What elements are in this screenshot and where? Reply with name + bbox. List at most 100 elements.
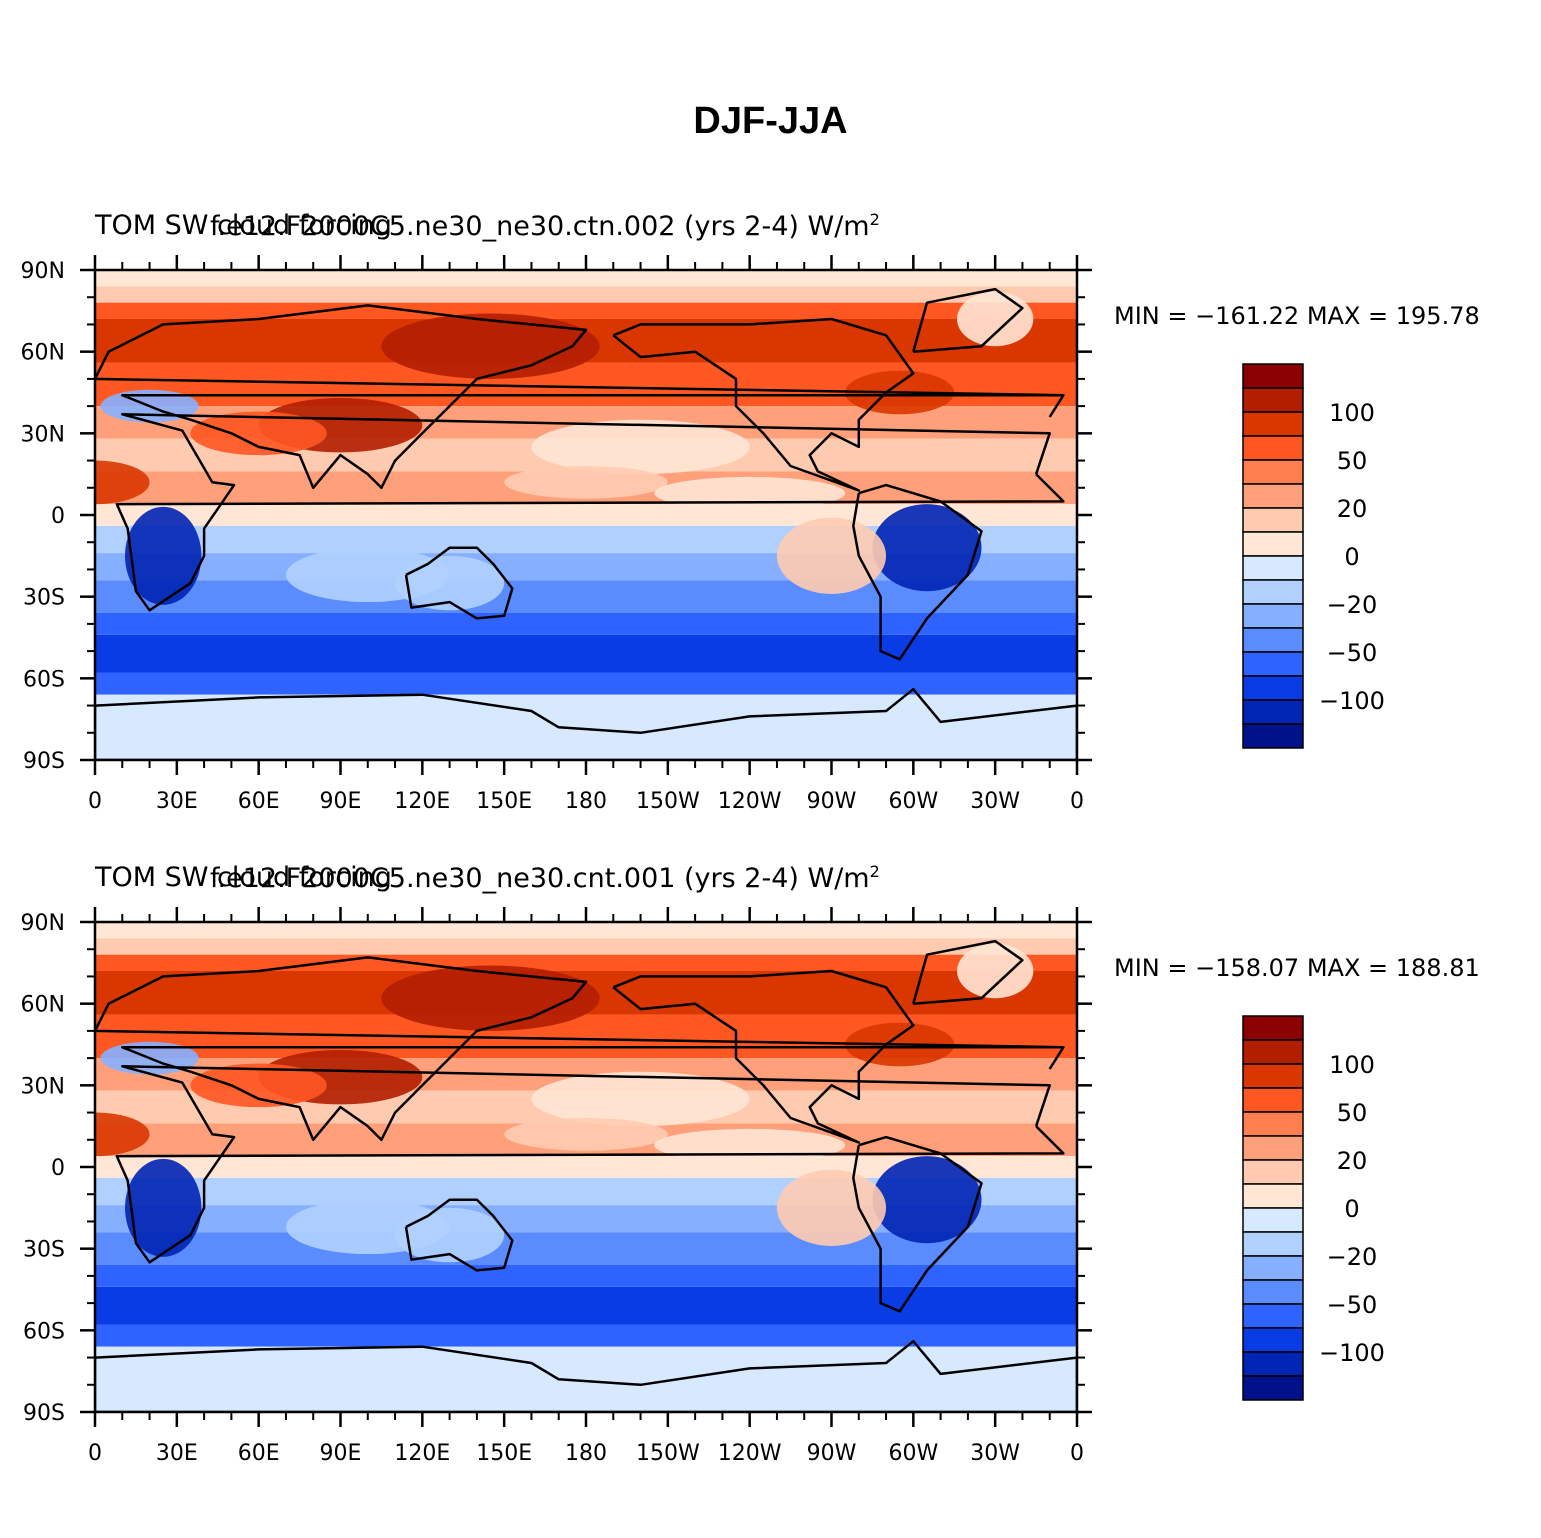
field-feature [381,965,600,1031]
colorbar-swatch [1242,1303,1304,1329]
field-feature [654,476,846,510]
field-band [95,954,1077,971]
coastline [95,1339,1077,1412]
panel-1-left-title: TOM SW cloud forcing [95,210,392,241]
lon-tick-label: 150E [476,1441,532,1466]
field-band [95,286,1077,303]
lat-tick-label: 60N [21,993,65,1018]
colorbar-swatch [1242,1159,1304,1185]
colorbar-swatch [1242,1183,1304,1209]
field-feature [381,313,600,379]
lat-tick-label: 0 [51,1156,65,1181]
lat-tick-label: 30S [23,1238,65,1263]
lon-tick-label: 0 [1070,1441,1084,1466]
colorbar-label: 50 [1337,447,1368,475]
panel-1-min-max: MIN = −161.22 MAX = 195.78 [1114,302,1480,330]
colorbar-swatch [1242,555,1304,581]
field-feature [395,1207,505,1263]
lon-tick-label: 90W [807,1441,857,1466]
colorbar-swatch [1242,363,1304,389]
figure-title: DJF-JJA [693,100,848,142]
lon-tick-label: 0 [88,789,102,814]
colorbar-swatch [1242,1351,1304,1377]
panel-2-min-max: MIN = −158.07 MAX = 188.81 [1114,954,1480,982]
colorbar-swatch [1242,1087,1304,1113]
colorbar-label: −20 [1327,591,1378,619]
field-feature [395,555,505,611]
colorbar-label: 0 [1344,1195,1359,1223]
colorbar-label: −100 [1319,687,1385,715]
field-feature [872,1156,982,1244]
colorbar-label: 0 [1344,543,1359,571]
field-feature [531,1071,750,1127]
field-feature [531,419,750,475]
lon-tick-label: 120W [718,1441,782,1466]
lon-tick-label: 120W [718,789,782,814]
field-band [95,1324,1077,1347]
lon-tick-label: 30W [970,1441,1020,1466]
lon-tick-label: 150E [476,789,532,814]
lon-tick-label: 90E [320,789,362,814]
panel-2-center-title: f.e12.F2000C5.ne30_ne30.cnt.001 (yrs 2-4… [210,862,880,894]
coastline [95,687,1077,760]
colorbar-swatch [1242,579,1304,605]
panel-1-units-superscript: 2 [869,210,880,229]
field-feature [95,1112,150,1157]
colorbar-swatch [1242,507,1304,533]
lon-tick-label: 90W [807,789,857,814]
coastline [612,969,915,1144]
lat-tick-label: 60N [21,341,65,366]
colorbar-label: −100 [1319,1339,1385,1367]
colorbar-label: 100 [1329,399,1375,427]
coastline [852,1135,983,1313]
coastline [95,956,1065,1142]
coastline [95,304,1065,490]
coastline [912,939,1024,1005]
field-feature [872,504,982,592]
colorbar-swatch [1242,627,1304,653]
field-feature [190,411,327,456]
colorbar-swatch [1242,1327,1304,1353]
lat-tick-label: 90S [23,749,65,774]
colorbar: 100 50 20 0 −20 −50 −100 [1242,1015,1385,1401]
field-feature [504,1118,668,1151]
colorbar-swatch [1242,435,1304,461]
field-feature [504,466,668,499]
field-feature [95,460,150,505]
colorbar-swatch [1242,387,1304,413]
colorbar-swatch [1242,483,1304,509]
panel-1-map: 90N 60N 30N 0 30S 60S 90S 0 30E 60E 90E 120E 150E 180… [21,255,1385,814]
lat-tick-label: 30S [23,586,65,611]
field-band [95,1265,1077,1287]
colorbar-label: 20 [1337,495,1368,523]
lon-tick-label: 90E [320,1441,362,1466]
lat-tick-label: 90S [23,1401,65,1426]
field-feature [125,506,202,605]
coastline [115,413,1065,612]
colorbar-swatch [1242,1375,1304,1401]
lat-tick-label: 60S [23,667,65,692]
field-band [95,938,1077,955]
colorbar-swatch [1242,1279,1304,1305]
lon-tick-label: 30E [156,1441,198,1466]
coastline [852,483,983,661]
field-feature [190,1063,327,1108]
lon-tick-label: 0 [1070,789,1084,814]
field-feature [776,1169,887,1246]
field-feature [125,1158,202,1257]
panel-1-center-title: f.e12.F2000C5.ne30_ne30.ctn.002 (yrs 2-4… [210,210,880,242]
colorbar-swatch [1242,459,1304,485]
field-band [95,302,1077,319]
field-band [95,1346,1077,1412]
map-field [95,270,1077,760]
lon-tick-label: 180 [565,789,607,814]
colorbar-label: 50 [1337,1099,1368,1127]
field-feature [654,1128,846,1162]
lon-tick-label: 120E [394,789,450,814]
lon-tick-label: 150W [636,1441,700,1466]
colorbar-swatch [1242,651,1304,677]
lon-tick-label: 60E [238,1441,280,1466]
lat-tick-label: 90N [21,259,65,284]
field-band [95,672,1077,695]
colorbar-swatch [1242,1231,1304,1257]
